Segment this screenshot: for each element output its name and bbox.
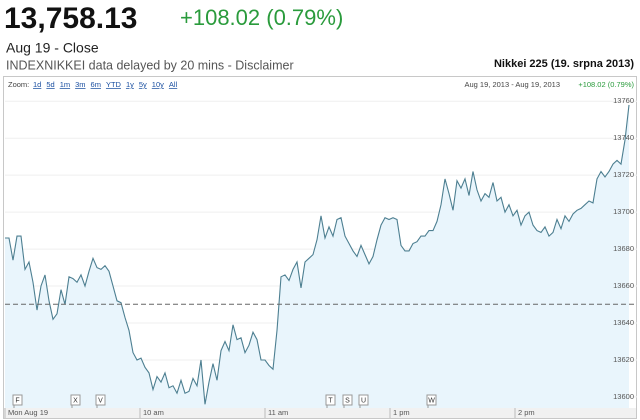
flag-box[interactable] — [70, 394, 81, 406]
change: +108.02 (0.79%) — [180, 5, 343, 30]
area — [5, 104, 629, 409]
x-tick-label: 10 am — [143, 408, 164, 417]
x-axis-strip — [4, 408, 636, 418]
y-tick-label: 13700 — [613, 207, 634, 216]
zoom-option[interactable]: 1y — [126, 80, 134, 89]
x-tick-label: Mon Aug 19 — [8, 408, 48, 417]
flag-label[interactable]: V — [98, 397, 103, 404]
chart-title: Nikkei 225 (19. srpna 2013) — [494, 58, 634, 70]
flag-label[interactable]: S — [345, 397, 350, 404]
status: Aug 19 - Close — [6, 40, 99, 56]
price: 13,758.13 — [4, 2, 137, 35]
zoom-option[interactable]: 1d — [33, 80, 41, 89]
y-tick-label: 13680 — [613, 244, 634, 253]
flag-label[interactable]: W — [428, 397, 435, 404]
zoom-option[interactable]: 10y — [152, 80, 164, 89]
flag-box[interactable] — [358, 394, 369, 406]
zoom-option[interactable]: 3m — [75, 80, 85, 89]
flag-box[interactable] — [325, 394, 336, 406]
zoom-option[interactable]: 5d — [46, 80, 54, 89]
price-line — [5, 104, 630, 405]
flag-label[interactable]: X — [73, 397, 78, 404]
y-tick-label: 13720 — [613, 170, 634, 179]
zoom-option[interactable]: 6m — [91, 80, 101, 89]
y-tick-label: 13740 — [613, 133, 634, 142]
y-tick-label: 13600 — [613, 392, 634, 401]
zoom-label: Zoom: — [8, 80, 29, 89]
x-tick-label: 11 am — [268, 408, 288, 417]
zoom-option[interactable]: All — [169, 80, 178, 89]
flag-box[interactable] — [12, 394, 23, 406]
y-tick-label: 13640 — [613, 318, 634, 327]
zoom-option[interactable]: 5y — [139, 80, 147, 89]
flag-label[interactable]: U — [361, 397, 366, 404]
y-tick-label: 13620 — [613, 355, 634, 364]
flag-label[interactable]: T — [328, 397, 333, 404]
x-tick-label: 1 pm — [393, 408, 410, 417]
range-label: Aug 19, 2013 - Aug 19, 2013 — [465, 80, 561, 89]
y-tick-label: 13660 — [613, 281, 634, 290]
flag-box[interactable] — [342, 394, 353, 406]
flag-box[interactable] — [426, 394, 437, 406]
range-change: +108.02 (0.79%) — [578, 80, 634, 89]
zoom-option[interactable]: YTD — [106, 80, 122, 89]
x-tick-label: 2 pm — [518, 408, 535, 417]
flag-box[interactable] — [95, 394, 106, 406]
zoom-option[interactable]: 1m — [60, 80, 70, 89]
flag-label[interactable]: F — [15, 397, 19, 404]
y-tick-label: 13760 — [613, 96, 634, 105]
source-note[interactable]: INDEXNIKKEI data delayed by 20 mins - Di… — [6, 58, 294, 72]
